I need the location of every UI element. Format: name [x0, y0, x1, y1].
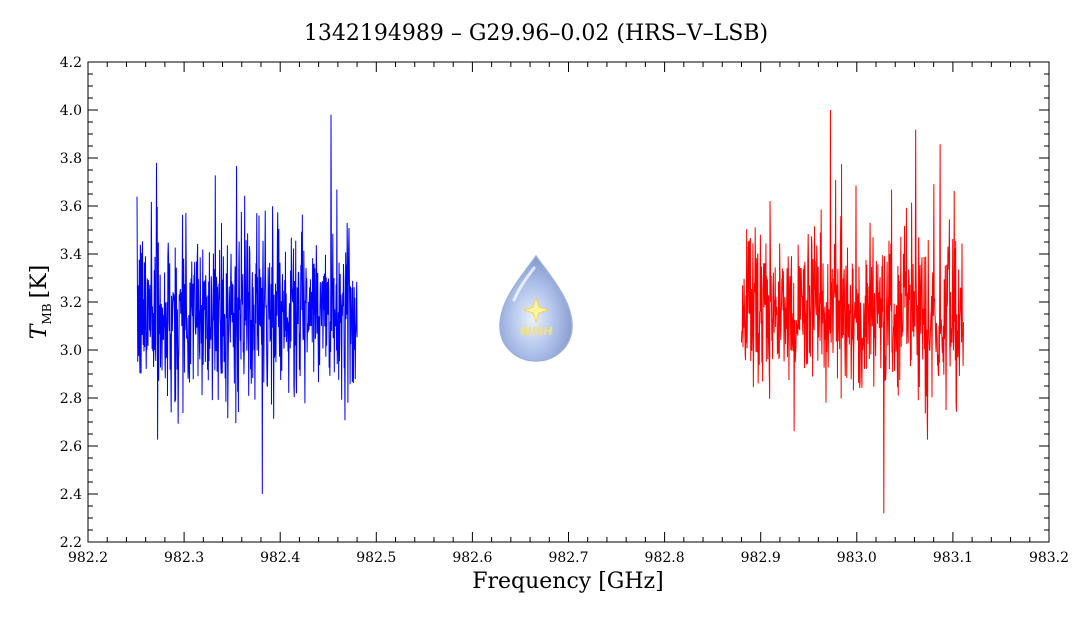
logo-text: WISH — [519, 325, 552, 338]
x-tick-label: 982.7 — [548, 550, 588, 566]
x-tick-label: 982.9 — [741, 550, 781, 566]
series-layer — [136, 109, 964, 514]
y-axis-label: TMB [K] — [27, 265, 54, 339]
x-tick-label: 982.2 — [68, 550, 108, 566]
y-axis: 2.2 2.4 2.6 2.8 3.0 3.2 3.4 3.6 3.8 4.0 4.2 — [60, 55, 1049, 551]
y-tick-label: 3.6 — [60, 199, 82, 215]
y-tick-label: 4.2 — [60, 55, 82, 71]
y-axis-label-symbol: T — [27, 322, 52, 339]
x-tick-label: 982.4 — [260, 550, 300, 566]
star-icon — [522, 296, 550, 324]
series-line-blue — [136, 114, 358, 495]
y-tick-label: 3.4 — [60, 247, 82, 263]
x-axis-label: Frequency [GHz] — [472, 569, 664, 594]
y-tick-label: 3.0 — [60, 343, 82, 359]
y-tick-label: 3.8 — [60, 151, 82, 167]
x-tick-label: 983.0 — [837, 550, 877, 566]
droplet-highlight — [512, 266, 536, 302]
y-tick-label: 2.8 — [60, 391, 82, 407]
y-tick-label: 2.4 — [60, 487, 82, 503]
y-axis-label-unit: [K] — [27, 265, 52, 299]
x-tick-label: 983.1 — [933, 550, 973, 566]
x-tick-label: 982.5 — [356, 550, 396, 566]
y-tick-label: 3.2 — [60, 295, 82, 311]
x-axis: 982.2 982.3 982.4 982.5 982.6 982.7 982.8 982.9… — [68, 62, 1069, 566]
y-tick-label: 4.0 — [60, 103, 82, 119]
series-line-red — [740, 109, 964, 514]
x-tick-label: 983.2 — [1029, 550, 1069, 566]
svg-text:TMB[K]: TMB [K] — [27, 265, 54, 339]
y-tick-label: 2.2 — [60, 535, 82, 551]
x-tick-label: 982.6 — [452, 550, 492, 566]
y-axis-label-subscript: MB — [40, 303, 54, 324]
x-tick-label: 982.8 — [645, 550, 685, 566]
chart-title: 1342194989 – G29.96–0.02 (HRS–V–LSB) — [304, 21, 768, 46]
y-tick-label: 2.6 — [60, 439, 82, 455]
wish-droplet-logo: WISH — [499, 254, 573, 362]
x-tick-label: 982.3 — [164, 550, 204, 566]
